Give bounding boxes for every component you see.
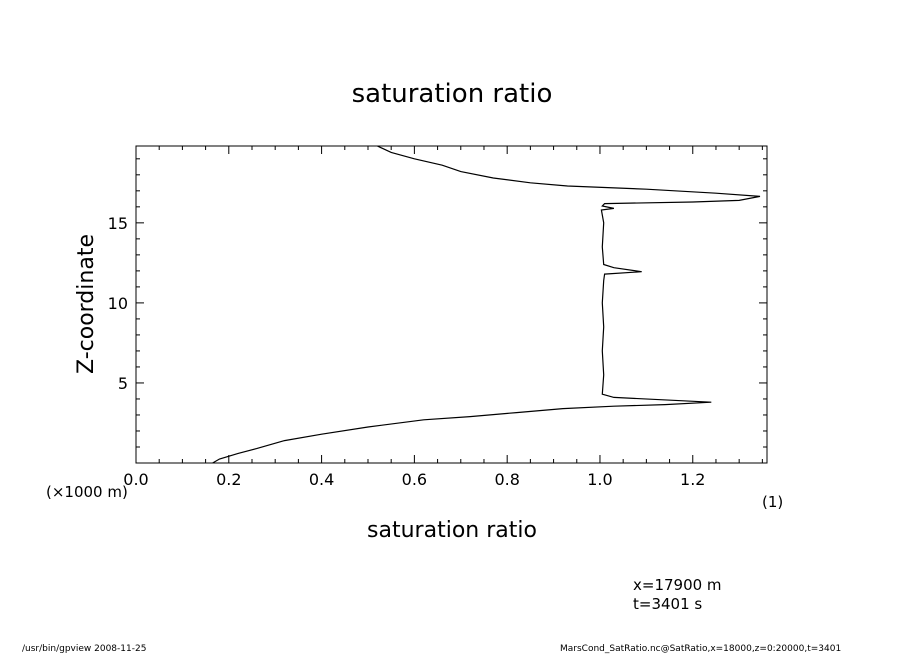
y-unit-label: (×1000 m) bbox=[46, 483, 128, 501]
y-axis-label: Z-coordinate bbox=[74, 234, 99, 374]
x-tick-label: 0.8 bbox=[494, 470, 519, 489]
chart-title: saturation ratio bbox=[352, 79, 553, 109]
series-group bbox=[212, 145, 761, 464]
position-annotation: x=17900 m bbox=[633, 576, 722, 594]
footer-right: MarsCond_SatRatio.nc@SatRatio,x=18000,z=… bbox=[560, 644, 841, 654]
plot-frame bbox=[135, 145, 768, 464]
x-tick-label: 1.2 bbox=[680, 470, 705, 489]
series-line bbox=[212, 145, 761, 464]
x-tick-label: 0.6 bbox=[402, 470, 427, 489]
y-tick-label: 15 bbox=[108, 214, 128, 233]
y-tick-label: 10 bbox=[108, 294, 128, 313]
y-axis-tick-labels: 5 10 15 bbox=[108, 214, 128, 393]
x-axis-label: saturation ratio bbox=[367, 518, 537, 543]
y-tick-label: 5 bbox=[118, 374, 128, 393]
time-annotation: t=3401 s bbox=[633, 595, 702, 613]
x-unit-label: (1) bbox=[762, 493, 783, 511]
x-tick-label: 0.0 bbox=[123, 470, 148, 489]
y-axis-ticks bbox=[136, 158, 767, 448]
x-axis-tick-labels: 0.0 0.2 0.4 0.6 0.8 1.0 1.2 bbox=[123, 470, 705, 489]
footer-left: /usr/bin/gpview 2008-11-25 bbox=[22, 644, 146, 654]
x-axis-ticks bbox=[135, 146, 763, 463]
x-tick-label: 0.2 bbox=[216, 470, 241, 489]
x-tick-label: 1.0 bbox=[587, 470, 612, 489]
x-tick-label: 0.4 bbox=[309, 470, 334, 489]
